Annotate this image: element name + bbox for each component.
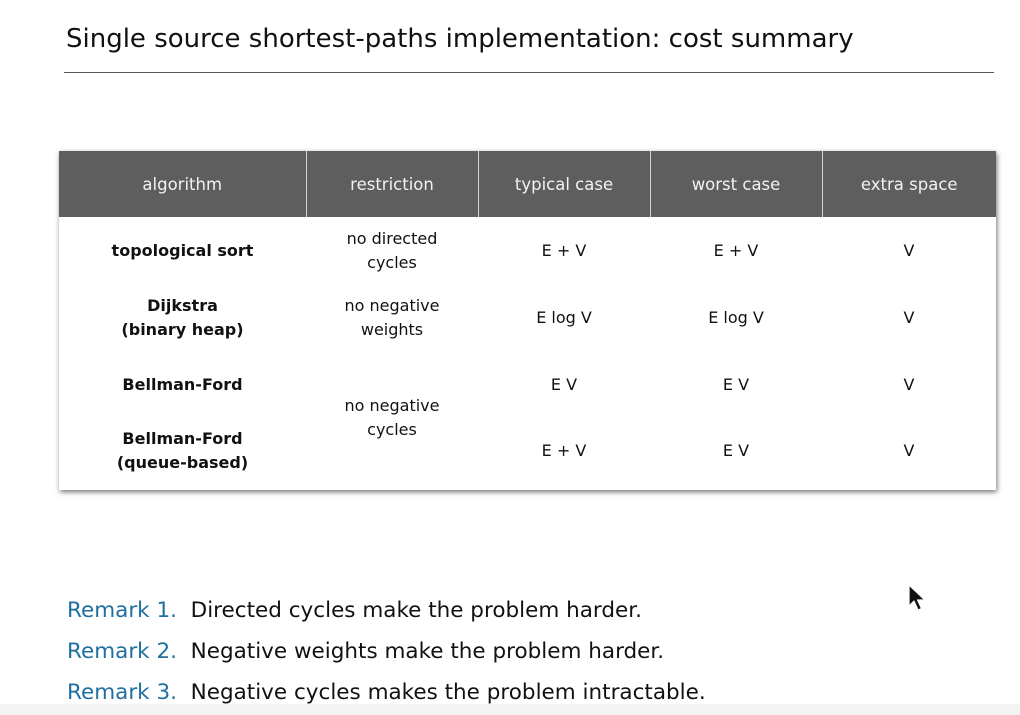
remark-item: Remark 2. Negative weights make the prob… (67, 631, 706, 672)
table-row: Dijkstra (binary heap) no negative weigh… (59, 284, 996, 351)
algorithm-cell: Dijkstra (binary heap) (59, 284, 306, 351)
restriction-cell: no negative cycles (306, 351, 478, 484)
restriction-cell: no directed cycles (306, 217, 478, 284)
algorithm-variant: (queue-based) (116, 453, 249, 472)
remark-text: Negative cycles makes the problem intrac… (190, 680, 706, 705)
table-row: topological sort no directed cycles E + … (59, 217, 996, 284)
algorithm-cell: Bellman-Ford (queue-based) (59, 418, 306, 484)
header-worst-case: worst case (650, 151, 823, 217)
algorithm-name: topological sort (111, 240, 254, 260)
algorithm-cell: Bellman-Ford (59, 351, 306, 418)
worst-case-cell: E V (722, 374, 750, 394)
header-restriction: restriction (306, 151, 479, 217)
algorithm-cell: topological sort (59, 217, 306, 284)
remark-item: Remark 3. Negative cycles makes the prob… (67, 672, 706, 713)
restriction-cell: no negative weights (306, 284, 478, 351)
extra-space-cell: V (903, 240, 915, 260)
typical-case-cell: E + V (541, 441, 587, 460)
algorithm-name: Dijkstra (147, 295, 218, 315)
table-row: Bellman-Ford (queue-based) E + V E V V (59, 418, 996, 484)
typical-case-cell: E V (550, 374, 578, 394)
restriction-line: weights (360, 319, 424, 339)
remark-text: Directed cycles make the problem harder. (190, 598, 642, 623)
header-algorithm: algorithm (59, 151, 307, 217)
header-extra-space: extra space (822, 151, 996, 217)
table-row: Bellman-Ford no negative cycles E V E V … (59, 351, 996, 439)
remark-label: Remark 2. (67, 639, 177, 664)
bottom-edge-strip (0, 704, 1020, 715)
restriction-line: cycles (367, 419, 417, 439)
worst-case-cell: E + V (713, 240, 759, 260)
remark-item: Remark 1. Directed cycles make the probl… (67, 590, 706, 631)
remark-label: Remark 1. (67, 598, 177, 623)
header-typical-case: typical case (478, 151, 651, 217)
extra-space-cell: V (903, 441, 915, 460)
mouse-pointer-icon (908, 584, 926, 611)
remark-label: Remark 3. (67, 680, 177, 705)
algorithm-name: Bellman-Ford (122, 429, 243, 448)
typical-case-cell: E + V (541, 240, 587, 260)
extra-space-cell: V (903, 307, 915, 327)
remarks-list: Remark 1. Directed cycles make the probl… (67, 590, 706, 713)
restriction-line: no negative (344, 395, 440, 415)
cost-summary-table-container: algorithm restriction typical case worst… (59, 151, 996, 490)
slide-title: Single source shortest-paths implementat… (66, 24, 854, 54)
table-header-row: algorithm restriction typical case worst… (59, 151, 996, 217)
worst-case-cell: E V (722, 441, 750, 460)
extra-space-cell: V (903, 374, 915, 394)
worst-case-cell: E log V (708, 307, 764, 327)
typical-case-cell: E log V (536, 307, 592, 327)
algorithm-name: Bellman-Ford (122, 374, 243, 394)
remark-text: Negative weights make the problem harder… (190, 639, 665, 664)
restriction-line: cycles (367, 252, 417, 272)
restriction-line: no directed (346, 228, 438, 248)
algorithm-variant: (binary heap) (121, 319, 244, 339)
cost-summary-table: algorithm restriction typical case worst… (59, 151, 996, 484)
restriction-line: no negative (344, 295, 440, 315)
title-divider (64, 72, 994, 73)
